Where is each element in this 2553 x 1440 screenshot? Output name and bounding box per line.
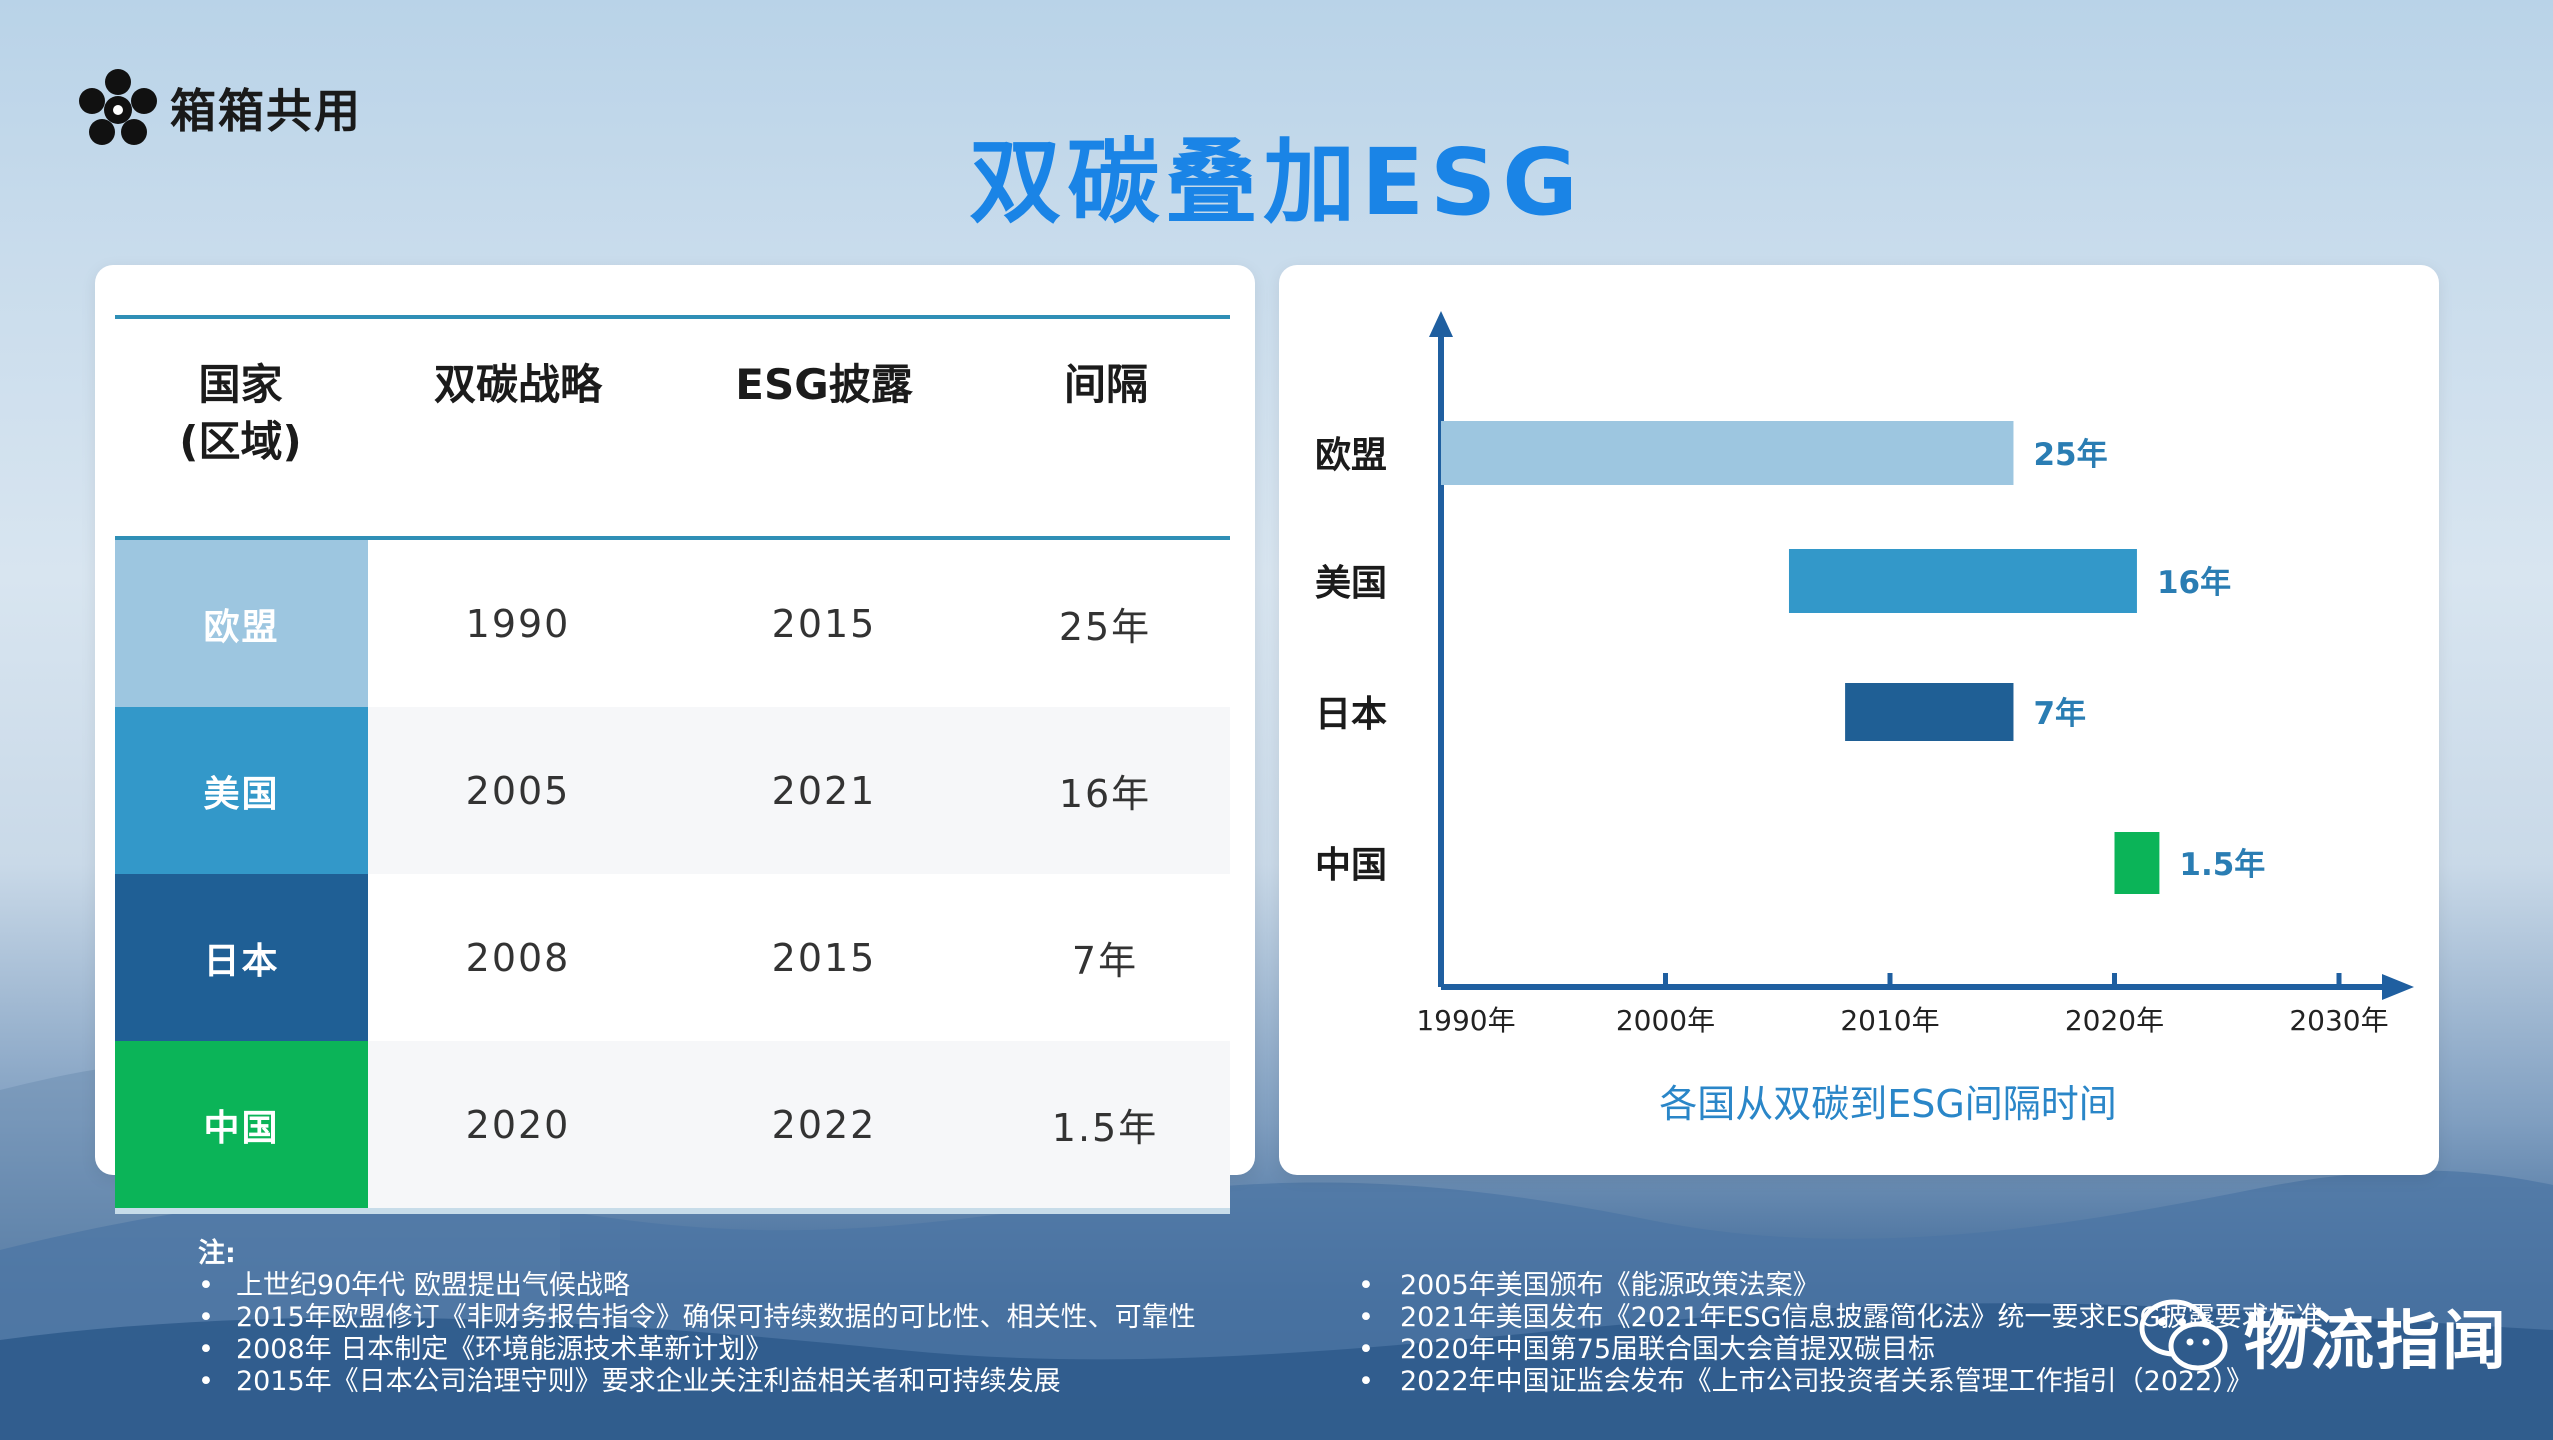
esg-year-cell: 2022 <box>668 1041 980 1214</box>
x-axis-arrow <box>2382 974 2414 1000</box>
bar <box>1441 421 2014 485</box>
wechat-icon <box>2139 1299 2228 1371</box>
list-item: 2020年中国第75届联合国大会首提双碳目标 <box>1358 1334 2323 1366</box>
table-row: 中国 2020 2022 1.5年 <box>115 1041 1230 1214</box>
comparison-table: 国家 (区域) 双碳战略 ESG披露 间隔 欧盟 1990 2015 25年 美… <box>115 315 1230 1214</box>
list-item: 2022年中国证监会发布《上市公司投资者关系管理工作指引（2022）》 <box>1358 1366 2323 1398</box>
x-tick-label: 2030年 <box>2289 1004 2388 1037</box>
country-cell: 欧盟 <box>115 538 368 707</box>
header-esg-disclosure: ESG披露 <box>666 315 980 540</box>
value-label: 7年 <box>2033 696 2086 732</box>
category-label: 中国 <box>1315 845 1387 886</box>
value-label: 1.5年 <box>2179 847 2265 883</box>
bar <box>1845 683 2014 741</box>
x-tick-label: 2010年 <box>1840 1004 1939 1037</box>
country-cell: 美国 <box>115 707 368 874</box>
brand-name: 箱箱共用 <box>170 84 362 138</box>
category-label: 美国 <box>1315 563 1387 604</box>
watermark: 物流指闻 <box>2138 1290 2508 1382</box>
category-label: 日本 <box>1315 694 1387 735</box>
x-tick-label: 2020年 <box>2065 1004 2164 1037</box>
chart-panel: 1990年 2000年 2010年 2020年 2030年 欧盟 25年美国 16年日本 7年中… <box>1279 265 2439 1175</box>
country-cell: 日本 <box>115 874 368 1041</box>
table-row: 欧盟 1990 2015 25年 <box>115 538 1230 707</box>
list-item: 2021年美国发布《2021年ESG信息披露简化法》统一要求ESG披露要求标准 <box>1358 1302 2323 1334</box>
brand-logo: 箱箱共用 <box>78 68 362 148</box>
esg-year-cell: 2015 <box>771 601 877 646</box>
list-item: 上世纪90年代 欧盟提出气候战略 <box>198 1270 1196 1302</box>
list-item: 2005年美国颁布《能源政策法案》 <box>1358 1270 2323 1302</box>
notes-right: 2005年美国颁布《能源政策法案》 2021年美国发布《2021年ESG信息披露… <box>1358 1238 2323 1398</box>
page-title: 双碳叠加ESG <box>969 129 1584 236</box>
esg-year-cell: 2021 <box>668 707 980 874</box>
x-tick-label: 1990年 <box>1416 1004 1515 1037</box>
bar <box>1788 549 2137 613</box>
gap-cell: 16年 <box>980 707 1230 874</box>
table-row: 日本 2008 2015 7年 <box>115 874 1230 1041</box>
chart-title: 各国从双碳到ESG间隔时间 <box>1659 1082 2117 1126</box>
flower-logo-icon <box>79 69 157 145</box>
gap-cell: 25年 <box>1058 605 1152 649</box>
table-row: 美国 2005 2021 16年 <box>115 707 1230 874</box>
gap-cell: 7年 <box>1071 939 1139 983</box>
carbon-year-cell: 2008 <box>465 935 571 980</box>
value-label: 16年 <box>2157 565 2231 601</box>
carbon-year-cell: 2005 <box>368 707 668 874</box>
esg-year-cell: 2015 <box>771 935 877 980</box>
notes-left: 注: 上世纪90年代 欧盟提出气候战略 2015年欧盟修订《非财务报告指令》确保… <box>198 1238 1196 1398</box>
watermark-text: 物流指闻 <box>2244 1305 2508 1379</box>
category-label: 欧盟 <box>1315 435 1387 476</box>
list-item: 2015年《日本公司治理守则》要求企业关注利益相关者和可持续发展 <box>198 1366 1196 1398</box>
bar <box>2114 832 2160 894</box>
country-cell: 中国 <box>115 1041 368 1214</box>
carbon-year-cell: 1990 <box>465 601 571 646</box>
header-country: 国家 (区域) <box>115 315 368 540</box>
list-item: 2015年欧盟修订《非财务报告指令》确保可持续数据的可比性、相关性、可靠性 <box>198 1302 1196 1334</box>
table-header-row: 国家 (区域) 双碳战略 ESG披露 间隔 <box>115 315 1230 540</box>
y-axis-arrow <box>1429 311 1453 337</box>
list-item: 2008年 日本制定《环境能源技术革新计划》 <box>198 1334 1196 1366</box>
header-gap: 间隔 <box>978 315 1230 540</box>
notes-list-left: 上世纪90年代 欧盟提出气候战略 2015年欧盟修订《非财务报告指令》确保可持续… <box>198 1270 1196 1398</box>
notes-heading: 注: <box>198 1238 236 1269</box>
value-label: 25年 <box>2033 437 2107 473</box>
notes-list-right: 2005年美国颁布《能源政策法案》 2021年美国发布《2021年ESG信息披露… <box>1358 1270 2323 1398</box>
table-panel: 国家 (区域) 双碳战略 ESG披露 间隔 欧盟 1990 2015 25年 美… <box>95 265 1255 1214</box>
gap-cell: 1.5年 <box>980 1041 1230 1214</box>
carbon-year-cell: 2020 <box>368 1041 668 1214</box>
header-carbon-strategy: 双碳战略 <box>366 315 668 540</box>
x-tick-label: 2000年 <box>1616 1004 1715 1037</box>
